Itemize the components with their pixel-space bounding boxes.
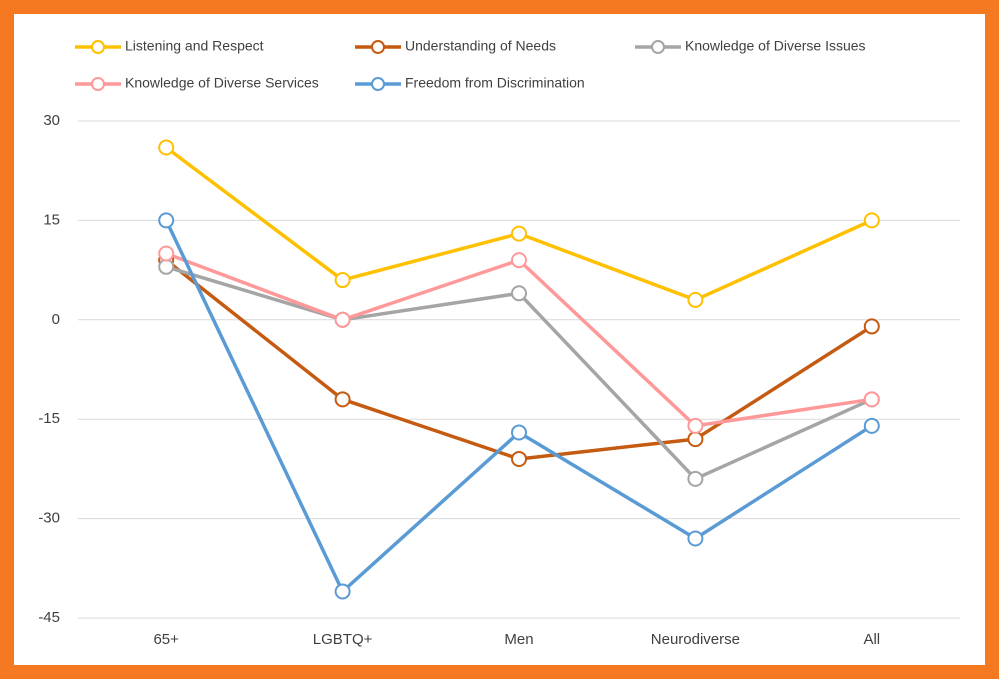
legend-marker xyxy=(371,77,385,91)
legend-label: Knowledge of Diverse Services xyxy=(125,75,319,91)
data-point xyxy=(863,212,880,229)
data-point xyxy=(687,530,704,547)
data-point xyxy=(334,311,351,328)
data-point xyxy=(511,252,527,269)
data-point xyxy=(687,291,704,308)
data-point xyxy=(863,391,880,408)
y-tick-label: -45 xyxy=(38,609,60,626)
legend-marker xyxy=(91,77,105,91)
data-point xyxy=(511,424,527,441)
x-tick-label: All xyxy=(863,631,880,648)
data-point xyxy=(687,470,704,487)
x-tick-label: Men xyxy=(504,631,533,648)
data-point xyxy=(863,417,880,434)
y-tick-label: -15 xyxy=(38,410,60,427)
y-tick-label: -30 xyxy=(38,510,60,527)
data-point xyxy=(334,391,351,408)
legend-label: Freedom from Discrimination xyxy=(405,75,585,91)
legend-marker xyxy=(91,40,105,54)
y-tick-label: 0 xyxy=(52,311,60,328)
data-point xyxy=(863,318,880,335)
data-point xyxy=(511,285,527,302)
data-point xyxy=(687,431,704,448)
data-point xyxy=(687,417,704,434)
x-tick-label: Neurodiverse xyxy=(651,631,740,648)
y-tick-label: 15 xyxy=(43,211,60,228)
data-point xyxy=(158,212,175,229)
x-tick-label: 65+ xyxy=(153,631,179,648)
data-point xyxy=(334,272,351,289)
legend-marker xyxy=(371,40,385,54)
legend-label: Understanding of Needs xyxy=(405,38,556,54)
legend-marker xyxy=(651,40,665,54)
data-point xyxy=(511,450,527,467)
y-tick-label: 30 xyxy=(43,112,60,129)
x-tick-label: LGBTQ+ xyxy=(313,631,373,648)
data-point xyxy=(158,258,175,275)
legend-label: Knowledge of Diverse Issues xyxy=(685,38,866,54)
data-point xyxy=(158,139,175,156)
data-point xyxy=(158,245,175,262)
data-point xyxy=(334,583,351,600)
legend-label: Listening and Respect xyxy=(125,38,264,54)
chart-background xyxy=(14,14,985,665)
data-point xyxy=(511,225,527,242)
